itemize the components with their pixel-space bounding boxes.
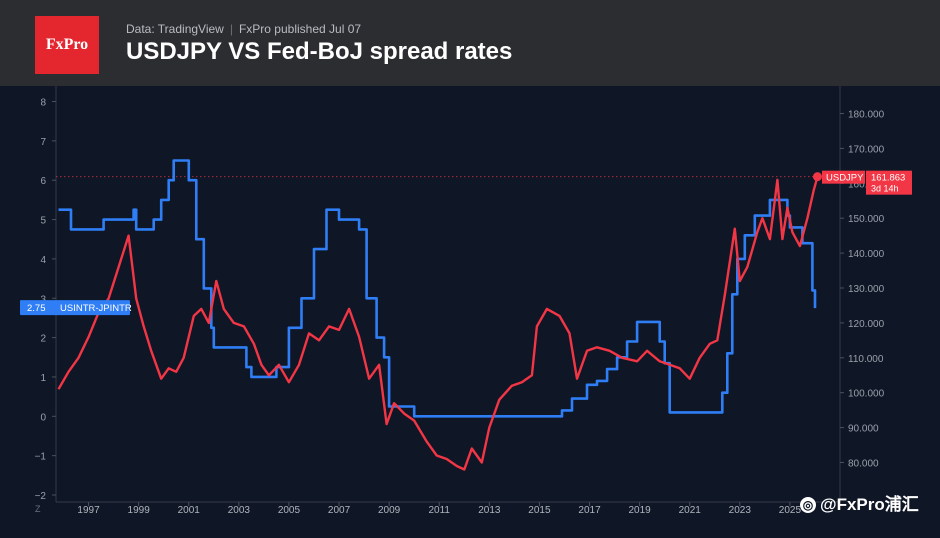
right-axis-tick-label: 170.000: [848, 144, 885, 155]
watermark-text: @FxPro浦汇: [820, 495, 919, 514]
x-axis-tick-label: 2007: [328, 505, 351, 516]
x-axis-tick-label: 2023: [729, 505, 752, 516]
right-axis-tick-label: 100.000: [848, 389, 885, 400]
chart-header: FxPro Data: TradingView | FxPro published …: [0, 0, 940, 86]
spread-line[interactable]: [58, 159, 817, 418]
right-axis-tick-label: 130.000: [848, 284, 885, 295]
x-axis-tick-label: 2019: [628, 505, 651, 516]
usdjpy-line[interactable]: [57, 176, 819, 471]
right-axis-tick-label: 140.000: [848, 249, 885, 260]
left-axis-tick-label: 8: [40, 98, 46, 109]
x-axis-tick-label: 2021: [679, 505, 702, 516]
usdjpy-last-point[interactable]: [812, 172, 822, 182]
weibo-icon: ◎: [800, 497, 816, 513]
x-axis-tick-label: 2013: [478, 505, 501, 516]
x-axis-tick-label: 2001: [178, 505, 201, 516]
usdjpy-name-label: USDJPY: [826, 173, 864, 184]
left-axis-tick-label: 4: [40, 255, 46, 266]
watermark: ◎ @FxPro浦汇: [800, 490, 919, 515]
spread-value-label: 2.75: [27, 303, 46, 314]
fxpro-logo: FxPro: [35, 16, 99, 74]
usdjpy-name-tag: [822, 170, 865, 184]
x-axis-tick-label: 1999: [128, 505, 151, 516]
scale-button: Z: [35, 504, 41, 514]
x-axis-tick-label: 1997: [77, 505, 100, 516]
separator: |: [229, 22, 233, 36]
publisher-label: FxPro published Jul 07: [238, 22, 362, 36]
usdjpy-price-label: 161.863: [871, 173, 905, 184]
x-axis-tick-label: 2003: [228, 505, 251, 516]
usdjpy-countdown-label: 3d 14h: [871, 184, 899, 194]
spread-name-label: USINTR-JPINTR: [60, 303, 132, 314]
right-axis-tick-label: 110.000: [848, 354, 884, 365]
x-axis-tick-label: 2025: [779, 505, 802, 516]
data-source-label: Data: TradingView: [126, 22, 224, 36]
x-axis-tick-label: 2005: [278, 505, 301, 516]
x-axis-tick-label: 2017: [578, 505, 601, 516]
left-axis-tick-label: 3: [40, 294, 46, 305]
chart-meta: Data: TradingView | FxPro published Jul 07: [126, 22, 361, 36]
right-axis-tick-label: 180.000: [848, 110, 885, 121]
left-axis-tick-label: 0: [40, 412, 46, 423]
left-axis-tick-label: −1: [35, 452, 47, 463]
left-axis-tick-label: 6: [40, 176, 46, 187]
x-axis-tick-label: 2011: [428, 505, 450, 516]
chart-title: USDJPY VS Fed-BoJ spread rates: [126, 38, 513, 65]
x-axis-tick-label: 2015: [528, 505, 551, 516]
right-axis-tick-label: 150.000: [848, 214, 885, 225]
left-axis-tick-label: 2: [40, 334, 46, 345]
right-axis-tick-label: 120.000: [848, 319, 885, 330]
left-axis-tick-label: 1: [40, 373, 46, 384]
left-axis-tick-label: 7: [40, 137, 46, 148]
right-axis-tick-label: 80.000: [848, 459, 879, 470]
usdjpy-price-tag: [866, 170, 912, 195]
left-axis-tick-label: −2: [35, 491, 47, 502]
left-axis-tick-label: 5: [40, 216, 46, 227]
chart-area[interactable]: −2 −1 0 1 2 3 4 5 6 7 8 80.000 90.000 100.000 110.000 1…: [0, 86, 940, 538]
x-axis-tick-label: 2009: [378, 505, 401, 516]
right-axis-tick-label: 90.000: [848, 424, 879, 435]
spread-tag: [20, 300, 130, 316]
